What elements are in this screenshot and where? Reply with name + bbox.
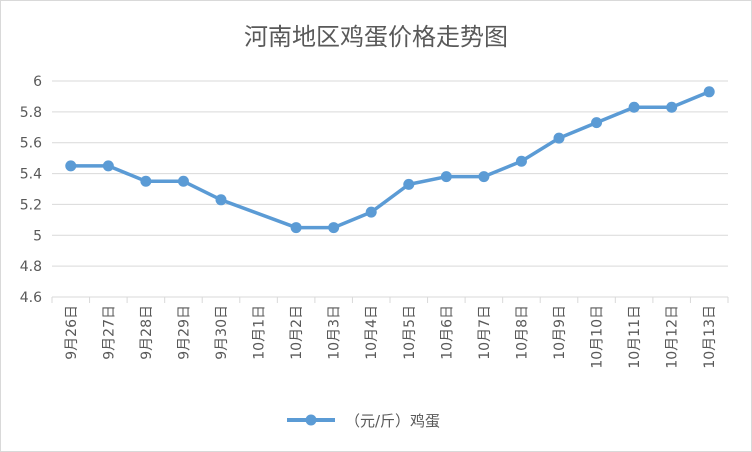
x-tick-label: 9月28日 — [139, 305, 155, 360]
series-group — [65, 86, 715, 234]
data-point[interactable] — [553, 132, 565, 144]
x-axis: 9月26日 9月27日 9月28日 9月29日 9月30日 10月1日 10月2日 10月3日… — [51, 297, 729, 369]
x-tick-label: 10月8日 — [514, 305, 530, 360]
data-point[interactable] — [515, 155, 527, 167]
data-point[interactable] — [440, 171, 452, 183]
data-point[interactable] — [403, 178, 415, 190]
x-tick-label: 10月9日 — [552, 305, 568, 360]
x-tick-label: 10月13日 — [702, 305, 718, 369]
y-tick-label: 4.8 — [20, 259, 42, 275]
data-point[interactable] — [628, 101, 640, 113]
data-point[interactable] — [177, 175, 189, 187]
data-point[interactable] — [140, 175, 152, 187]
y-tick-label: 5.4 — [20, 167, 42, 183]
legend-label: （元/斤）鸡蛋 — [345, 412, 440, 430]
x-tick-label: 9月30日 — [214, 305, 230, 360]
x-tick-label: 10月11日 — [627, 305, 643, 369]
y-tick-label: 5 — [33, 228, 42, 244]
x-tick-label: 9月26日 — [64, 305, 80, 360]
y-axis: 4.6 4.8 5 5.2 5.4 5.6 5.8 6 — [20, 74, 42, 306]
x-tick-label: 9月27日 — [101, 305, 117, 360]
data-point[interactable] — [478, 171, 490, 183]
data-point[interactable] — [215, 194, 227, 206]
data-point[interactable] — [666, 101, 678, 113]
x-tick-label: 10月7日 — [477, 305, 493, 360]
data-point[interactable] — [290, 222, 302, 234]
y-tick-label: 5.6 — [20, 136, 42, 152]
data-point[interactable] — [328, 222, 340, 234]
gridlines — [52, 80, 728, 298]
x-tick-label: 10月4日 — [364, 305, 380, 360]
data-point[interactable] — [65, 160, 77, 172]
y-tick-label: 5.8 — [20, 105, 42, 121]
y-tick-label: 5.2 — [20, 197, 42, 213]
data-point[interactable] — [703, 86, 715, 98]
data-point[interactable] — [102, 160, 114, 172]
x-tick-label: 10月5日 — [402, 305, 418, 360]
legend[interactable]: （元/斤）鸡蛋 — [287, 412, 440, 430]
chart-title: 河南地区鸡蛋价格走势图 — [244, 23, 508, 51]
legend-marker — [305, 414, 317, 426]
x-tick-label: 10月10日 — [590, 305, 606, 369]
data-point[interactable] — [591, 117, 603, 129]
x-tick-label: 10月12日 — [665, 305, 681, 369]
x-tick-label: 10月6日 — [439, 305, 455, 360]
x-tick-label: 10月3日 — [327, 305, 343, 360]
y-tick-label: 6 — [33, 74, 42, 90]
x-tick-label: 10月2日 — [289, 305, 305, 360]
x-tick-label: 10月1日 — [252, 305, 268, 360]
x-tick-label: 9月29日 — [176, 305, 192, 360]
data-point[interactable] — [365, 206, 377, 218]
y-tick-label: 4.6 — [20, 290, 42, 306]
